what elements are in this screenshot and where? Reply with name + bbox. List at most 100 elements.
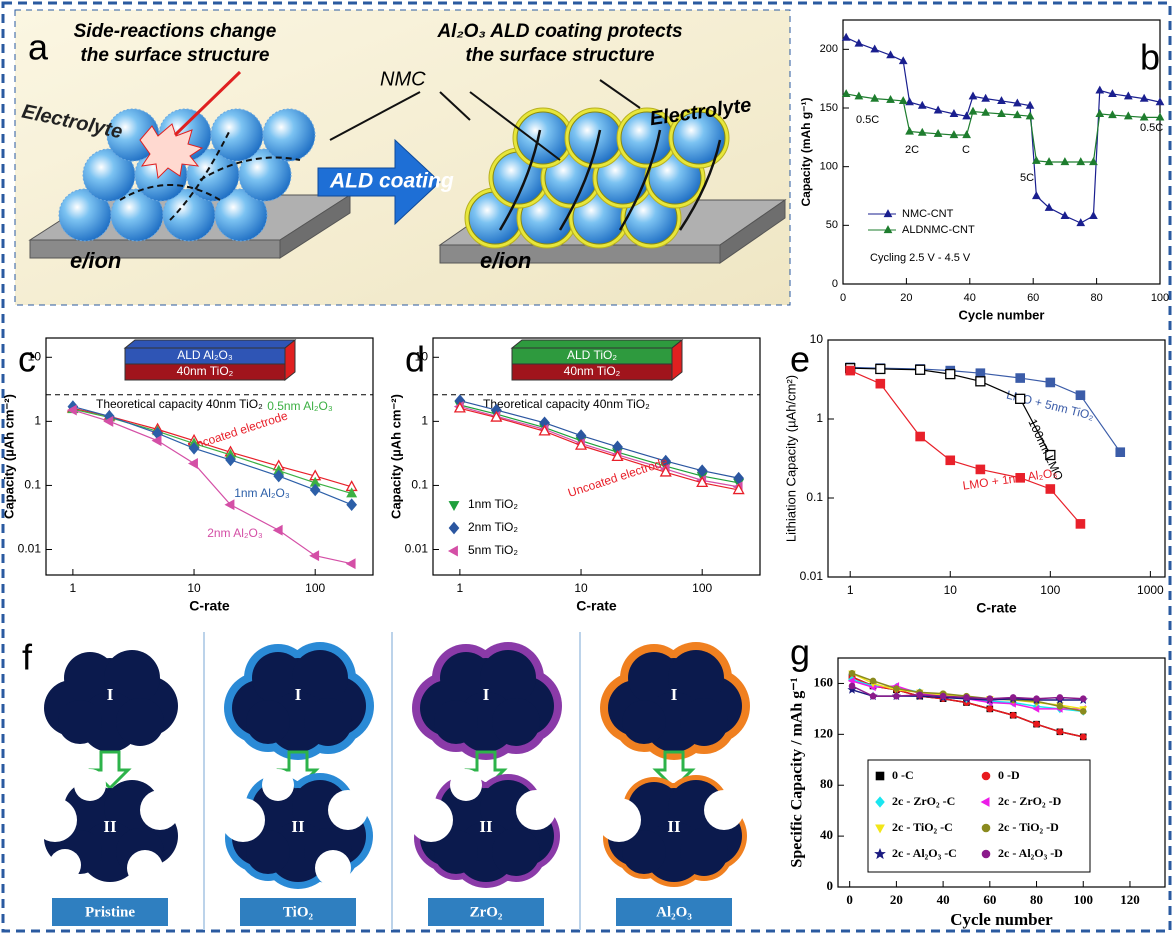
x-tick-label: 100 (1040, 583, 1060, 597)
marker (1010, 694, 1016, 700)
panel-label: f (22, 637, 33, 678)
legend-label: 2c - TiO₂ -D (998, 820, 1059, 834)
x-tick-label: 20 (900, 292, 912, 304)
marker (1016, 374, 1025, 383)
curve-label: 1nm Al₂O₃ (234, 486, 290, 500)
bite (33, 798, 77, 842)
x-tick-label: 10 (944, 583, 958, 597)
reference-label: Theoretical capacity 40nm TiO₂ (96, 397, 263, 411)
marker (1034, 696, 1040, 702)
bite (328, 790, 368, 830)
marker (1080, 708, 1086, 714)
legend-marker (982, 772, 990, 780)
particle (517, 112, 569, 164)
y-axis-label: Lithiation Capacity (µAh/cm²) (783, 375, 798, 542)
bite (127, 850, 163, 886)
curve-label: 0.5nm Al₂O₃ (267, 399, 333, 413)
y-tick-label: 0.1 (806, 490, 823, 504)
legend-label: ALDNMC-CNT (902, 224, 975, 236)
marker (1010, 712, 1016, 718)
annotation: 5C (1020, 172, 1034, 184)
bite (704, 790, 744, 830)
annotation: 0.5C (1140, 122, 1163, 134)
y-tick-label: 0 (832, 278, 838, 290)
figure: a Side-reactions change the surface stru… (0, 0, 1173, 934)
y-axis-label: Capacity (µAh cm⁻²) (388, 394, 403, 519)
legend-label: 2nm TiO₂ (468, 520, 518, 534)
y-axis-label: Capacity (µAh cm⁻²) (1, 394, 16, 519)
x-tick-label: 40 (937, 892, 950, 907)
particle (116, 698, 164, 746)
marker (846, 366, 855, 375)
marker (976, 465, 985, 474)
title: the surface structure (465, 45, 654, 66)
title: Al₂O₃ ALD coating protects (436, 21, 682, 42)
x-tick-label: 10 (187, 581, 201, 595)
legend-marker (876, 772, 884, 780)
marker (1046, 378, 1055, 387)
marker (916, 432, 925, 441)
x-tick-label: 100 (1074, 892, 1094, 907)
bite (516, 790, 556, 830)
legend-label: 2c - TiO₂ -C (892, 820, 953, 834)
marker (940, 693, 946, 699)
y-axis-label: Specific Capacity / mAh g⁻¹ (789, 677, 806, 867)
marker (1046, 484, 1055, 493)
particle (622, 700, 666, 744)
legend-label: 1nm TiO₂ (468, 497, 518, 511)
legend-label: NMC-CNT (902, 208, 954, 220)
x-tick-label: 0 (846, 892, 853, 907)
title: the surface structure (80, 45, 269, 66)
y-tick-label: 200 (820, 43, 838, 55)
x-tick-label: 40 (964, 292, 976, 304)
x-tick-label: 1 (847, 583, 854, 597)
bite (221, 798, 265, 842)
annotation: 0.5C (856, 114, 879, 126)
curve-label: 2nm Al₂O₃ (207, 526, 263, 540)
y-tick-label: 120 (814, 725, 834, 740)
legend-marker (982, 824, 990, 832)
x-tick-label: 80 (1090, 292, 1102, 304)
reference-label: Theoretical capacity 40nm TiO₂ (483, 397, 650, 411)
label: I (671, 685, 678, 704)
x-tick-label: 10 (574, 581, 588, 595)
y-tick-label: 100 (820, 161, 838, 173)
marker (917, 692, 923, 698)
x-axis-label: C-rate (576, 598, 617, 614)
panel-label: g (790, 632, 810, 673)
label: I (483, 685, 490, 704)
y-tick-label: 0.01 (18, 542, 42, 556)
slab-side (30, 240, 280, 258)
legend-label: 0 -C (892, 768, 914, 782)
x-tick-label: 1000 (1137, 583, 1164, 597)
y-tick-label: 80 (820, 776, 833, 791)
marker (876, 364, 885, 373)
marker (1057, 729, 1063, 735)
label: e/ion (70, 248, 121, 273)
plot-frame (843, 20, 1160, 284)
x-tick-label: 120 (1120, 892, 1140, 907)
name: ZrO₂ (470, 904, 503, 920)
label: II (479, 817, 493, 836)
marker (1034, 721, 1040, 727)
annotation: C (962, 144, 970, 156)
label: e/ion (480, 248, 531, 273)
x-axis-label: C-rate (976, 600, 1017, 616)
legend-label: 2c - ZrO₂ -C (892, 794, 955, 808)
label: I (107, 685, 114, 704)
legend-label: 2c - Al₂O₃ -C (892, 846, 957, 860)
bite (262, 769, 294, 801)
y-tick-label: 0.1 (24, 478, 41, 492)
y-axis-label: Capacity (mAh g⁻¹) (799, 97, 813, 206)
legend-label: 2c - Al₂O₃ -D (998, 846, 1063, 860)
annotation: 2C (905, 144, 919, 156)
title: Side-reactions change (74, 21, 277, 42)
bite (315, 850, 351, 886)
bite (74, 769, 106, 801)
label: II (667, 817, 681, 836)
panel-label: b (1140, 37, 1160, 78)
x-tick-label: 60 (983, 892, 996, 907)
marker (946, 370, 955, 379)
x-tick-label: 0 (840, 292, 846, 304)
marker (1116, 448, 1125, 457)
